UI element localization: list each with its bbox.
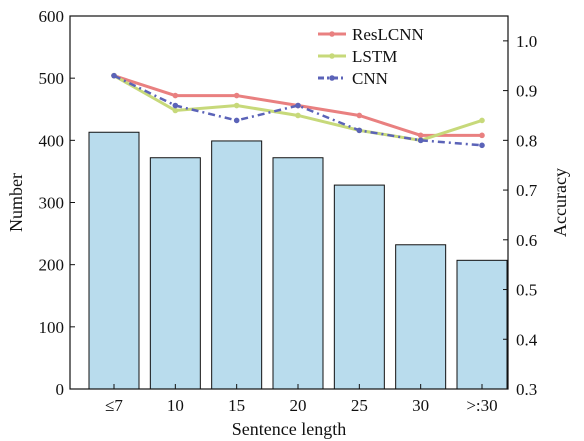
y-axis-right-label: Accuracy (550, 168, 570, 237)
bar-30 (395, 244, 447, 390)
x-axis-label: Sentence length (232, 419, 346, 439)
left-tick-label-400: 400 (39, 131, 65, 150)
left-tick-label-300: 300 (39, 194, 65, 213)
point-CNN-10 (172, 102, 179, 109)
right-tick-label-0.5: 0.5 (516, 281, 537, 300)
point-ResLCNN-15 (233, 92, 240, 99)
legend-marker-LSTM (329, 53, 335, 59)
right-tick-label-0.4: 0.4 (516, 330, 538, 349)
right-tick-label-1.0: 1.0 (516, 32, 537, 51)
point-LSTM-10 (172, 107, 179, 114)
right-tick-label-0.9: 0.9 (516, 82, 537, 101)
point-ResLCNN-30 (417, 132, 424, 139)
legend-label-CNN: CNN (352, 69, 388, 88)
point-ResLCNN-25 (356, 112, 363, 119)
point-LSTM->:30 (479, 117, 485, 124)
bar-20 (272, 157, 324, 390)
point-ResLCNN->:30 (479, 132, 485, 139)
bar->:30 (456, 259, 508, 390)
left-tick-label-500: 500 (39, 69, 65, 88)
x-tick-label-≤7: ≤7 (105, 396, 123, 415)
bar-10 (149, 157, 201, 390)
legend-label-ResLCNN: ResLCNN (352, 25, 424, 44)
point-CNN-25 (356, 127, 363, 134)
point-CNN-15 (233, 117, 240, 124)
right-tick-label-0.6: 0.6 (516, 231, 537, 250)
right-tick-label-0.3: 0.3 (516, 380, 537, 399)
point-ResLCNN-10 (172, 92, 179, 99)
x-tick-label-25: 25 (351, 396, 368, 415)
point-CNN-20 (295, 102, 301, 109)
left-tick-label-100: 100 (39, 318, 65, 337)
left-tick-label-600: 600 (39, 7, 65, 26)
x-tick-label-30: 30 (412, 396, 429, 415)
left-tick-label-200: 200 (39, 256, 65, 275)
x-tick-label-15: 15 (228, 396, 245, 415)
point-CNN-30 (417, 137, 424, 144)
left-tick-label-0: 0 (56, 380, 65, 399)
legend-marker-CNN (329, 75, 335, 81)
right-tick-label-0.8: 0.8 (516, 131, 537, 150)
legend-marker-ResLCNN (329, 31, 335, 37)
point-LSTM-15 (233, 102, 240, 109)
x-tick-label-20: 20 (290, 396, 307, 415)
x-tick-label->:30: >:30 (466, 396, 497, 415)
bar-15 (211, 140, 263, 390)
x-tick-label-10: 10 (167, 396, 184, 415)
point-CNN-≤7 (111, 72, 117, 79)
legend-label-LSTM: LSTM (352, 47, 397, 66)
point-CNN->:30 (479, 142, 485, 149)
right-tick-label-0.7: 0.7 (516, 181, 538, 200)
bar-25 (333, 184, 385, 390)
point-LSTM-20 (295, 112, 301, 119)
y-axis-left-label: Number (6, 173, 26, 232)
bar-≤7 (88, 131, 140, 390)
